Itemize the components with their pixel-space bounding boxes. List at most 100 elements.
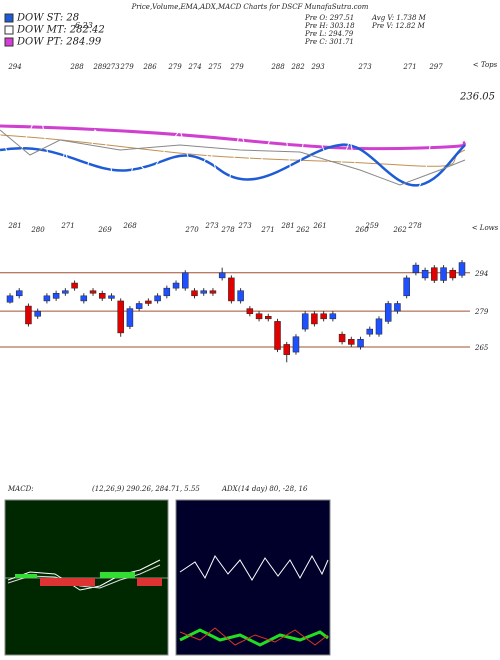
di-plus — [179, 628, 329, 647]
low-label: 270 — [184, 226, 199, 234]
candle-body — [375, 318, 383, 335]
top-label: 288 — [270, 63, 285, 71]
candle-body — [246, 308, 254, 314]
top-label: 279 — [119, 63, 134, 71]
candle-body — [274, 321, 281, 350]
candle-body — [421, 269, 429, 279]
low-label: 259 — [364, 222, 379, 230]
candle-body — [320, 313, 327, 320]
candle-body — [200, 290, 207, 294]
candle-body — [329, 313, 337, 320]
low-label: 278 — [220, 226, 235, 234]
candle-body — [338, 333, 346, 343]
top-label: 282 — [290, 63, 305, 71]
info-text: Pre C: 301.71 — [304, 38, 354, 46]
candle-body — [431, 267, 438, 281]
candle-body — [98, 293, 106, 299]
top-label: 279 — [229, 63, 244, 71]
candle-body — [43, 295, 51, 302]
candle-body — [440, 267, 447, 281]
candle-body — [283, 344, 290, 355]
adx-label: ADX — [221, 485, 239, 493]
candle-body — [163, 287, 171, 297]
candle-body — [348, 339, 355, 345]
low-label: 273 — [204, 222, 219, 230]
candle-body — [71, 282, 78, 289]
low-label: 269 — [97, 226, 112, 234]
candle-body — [394, 303, 401, 312]
candle-body — [117, 300, 124, 334]
candle-body — [15, 290, 23, 297]
macd-histogram — [15, 572, 162, 586]
adx-text: (14 day) 80, -28, 16 — [238, 485, 308, 493]
ema-mt — [0, 134, 466, 167]
legend-label: DOW ST: 28 — [16, 13, 79, 24]
top-label: 293 — [310, 63, 325, 71]
candle-body — [135, 303, 143, 309]
y-tick-label: 294 — [474, 270, 488, 278]
ema-slow — [0, 129, 466, 186]
top-label: 279 — [167, 63, 182, 71]
candle-body — [357, 339, 364, 348]
candle-body — [89, 290, 97, 294]
low-label: 281 — [280, 222, 294, 230]
chart-title: Price,Volume,EMA,ADX,MACD Charts for DSC… — [131, 3, 369, 11]
legend-swatch — [4, 13, 14, 23]
candle-body — [108, 295, 115, 299]
candle-body — [403, 277, 410, 297]
top-label: 294 — [7, 63, 21, 71]
info-text: Pre H: 303.18 — [304, 22, 355, 30]
macd-label: MACD: — [7, 485, 34, 493]
candle-body — [366, 328, 374, 335]
macd-bar — [137, 578, 162, 586]
legend-label: DOW PT: 284.99 — [16, 37, 102, 48]
candle-body — [62, 290, 69, 294]
top-label: 273 — [357, 63, 372, 71]
top-label: 273 — [105, 63, 120, 71]
low-label: 281 — [7, 222, 21, 230]
macd-bar — [15, 574, 37, 578]
macd-bar — [40, 578, 95, 586]
macd-text: (12,26,9) 290.26, 284.71, 5.55 — [92, 485, 200, 493]
legend-swatch — [4, 25, 14, 35]
macd-bar — [100, 572, 135, 578]
candle-body — [449, 269, 457, 279]
candle-body — [265, 316, 272, 320]
low-label: 260 — [354, 226, 369, 234]
low-label: 280 — [30, 226, 45, 234]
candle-body — [80, 295, 88, 302]
low-label: 271 — [260, 226, 274, 234]
candle-body — [458, 262, 466, 276]
candle-body — [34, 310, 41, 317]
tops-label: < Tops — [473, 61, 498, 69]
extra-value: 6.23 — [75, 21, 93, 30]
top-label: 288 — [69, 63, 84, 71]
lows-label: < Lows — [472, 224, 499, 232]
candle-body — [52, 293, 60, 299]
low-label: 261 — [312, 222, 326, 230]
price-line — [0, 89, 459, 237]
candle-body — [384, 303, 392, 322]
candle-body — [292, 336, 300, 353]
candle-body — [255, 313, 263, 320]
info-text: Avg V: 1.738 M — [371, 14, 427, 22]
candle-body — [237, 290, 244, 302]
ema-pt — [0, 124, 467, 151]
top-label: 289 — [92, 63, 107, 71]
candle-body — [6, 295, 14, 303]
top-label: 286 — [142, 63, 157, 71]
candle-body — [154, 295, 161, 302]
y-tick-label: 265 — [474, 344, 489, 352]
candle-body — [209, 290, 217, 294]
info-text: Pre L: 294.79 — [304, 30, 354, 38]
info-text: Pre V: 12.82 M — [371, 22, 426, 30]
low-label: 262 — [295, 226, 310, 234]
top-label: 297 — [428, 63, 443, 71]
y-tick-label: 279 — [474, 308, 489, 316]
candle-body — [182, 272, 189, 289]
value-label: 236.05 — [459, 92, 495, 103]
top-label: 275 — [207, 63, 222, 71]
legend-label: DOW MT: 282.42 — [16, 25, 105, 36]
candle-body — [191, 290, 198, 297]
